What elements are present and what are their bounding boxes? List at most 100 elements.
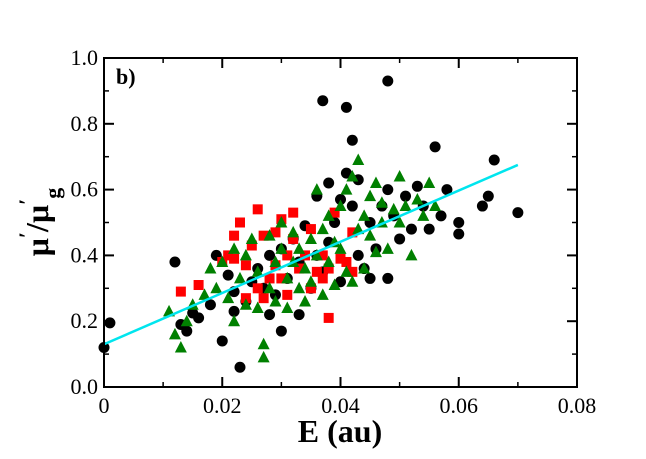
x-tick-label: 0.04: [321, 393, 360, 418]
triangle-point: [168, 327, 181, 340]
triangle-point: [233, 271, 246, 284]
circle-point: [335, 193, 346, 205]
circle-point: [411, 180, 423, 192]
square-point: [347, 266, 358, 277]
square-point: [240, 260, 251, 271]
circle-point: [482, 190, 494, 202]
square-point: [229, 253, 240, 264]
y-axis-title-prime-2: ′: [14, 199, 39, 205]
square-point: [335, 253, 346, 264]
plot-area: [98, 75, 524, 373]
circle-point: [104, 317, 116, 329]
axes: 0 0.02 0.04 0.06 0.08 0.0 0.2 0.4 0.6 0.8 1.0: [71, 45, 597, 418]
triangle-point: [304, 232, 317, 244]
circle-point: [453, 217, 465, 228]
x-axis-title: E (au): [298, 413, 382, 449]
triangle-point: [346, 275, 359, 287]
triangle-point: [334, 242, 347, 254]
triangle-point: [411, 192, 424, 205]
triangle-point: [328, 278, 341, 291]
triangle-point: [239, 248, 252, 261]
triangle-point: [364, 189, 377, 202]
y-tick-label: 0.2: [71, 308, 99, 333]
circle-point: [317, 95, 329, 107]
circle-point: [181, 325, 193, 337]
circle-point: [264, 249, 276, 261]
fit-line: [103, 163, 519, 346]
circle-point: [429, 141, 441, 153]
y-tick-label: 0.4: [71, 242, 99, 267]
triangle-point: [405, 248, 418, 261]
square-point: [258, 293, 269, 304]
square-point: [234, 217, 245, 228]
square-point: [305, 224, 316, 235]
square-point: [193, 280, 204, 291]
triangle-point: [251, 301, 264, 314]
circle-point: [228, 305, 240, 317]
circle-point: [453, 228, 465, 240]
circle-point: [204, 299, 216, 311]
circle-point: [405, 223, 417, 235]
triangle-point: [204, 262, 217, 274]
square-point: [323, 263, 334, 274]
triangle-point: [216, 255, 229, 267]
triangle-point: [281, 271, 294, 284]
circle-point: [193, 312, 205, 324]
square-point: [270, 227, 281, 238]
triangle-point: [310, 248, 323, 261]
circle-point: [234, 361, 246, 373]
square-point: [294, 263, 305, 274]
square-point: [323, 312, 334, 323]
triangle-point: [174, 341, 187, 353]
square-point: [329, 207, 340, 218]
triangle-point: [304, 275, 317, 287]
square-point: [223, 250, 234, 261]
square-point: [311, 266, 322, 277]
circle-point: [476, 200, 488, 212]
circle-point: [382, 75, 394, 87]
triangle-point: [369, 245, 382, 258]
triangle-point: [310, 183, 323, 195]
triangle-point: [257, 350, 270, 363]
triangle-point: [417, 209, 430, 221]
square-point: [317, 273, 328, 284]
triangle-point: [245, 232, 258, 244]
x-tick-label: 0.02: [203, 393, 242, 418]
triangle-point: [352, 222, 365, 235]
circle-point: [293, 309, 305, 321]
triangle-point: [346, 169, 359, 182]
triangle-point: [228, 242, 241, 254]
triangle-point: [275, 242, 288, 254]
circle-point: [382, 272, 394, 284]
triangle-point: [423, 176, 436, 189]
square-point: [288, 233, 299, 244]
square-point: [252, 283, 263, 294]
circle-point: [323, 177, 335, 189]
triangle-point: [369, 176, 382, 189]
square-point: [252, 204, 263, 215]
panel-label: b): [116, 64, 136, 89]
triangle-point: [340, 183, 353, 195]
y-axis-title-subscript: g: [40, 188, 65, 199]
triangle-point: [387, 202, 400, 215]
square-point: [229, 230, 240, 241]
triangle-point: [269, 255, 282, 267]
circle-point: [382, 184, 394, 196]
circle-point: [441, 184, 453, 196]
triangle-point: [322, 209, 335, 221]
triangle-point: [293, 281, 306, 294]
circle-point: [364, 272, 376, 284]
circle-point: [352, 249, 364, 261]
triangle-point: [299, 294, 312, 307]
circle-point: [216, 335, 228, 347]
square-point: [317, 250, 328, 261]
circle-point: [340, 167, 352, 179]
square-point: [305, 283, 316, 294]
triangle-point: [263, 281, 276, 294]
square-point: [246, 240, 257, 251]
triangle-point: [257, 337, 270, 350]
triangle-point: [316, 222, 329, 235]
x-tick-label: 0.08: [558, 393, 597, 418]
y-axis-title-prime: ′: [14, 232, 39, 238]
circle-point: [275, 325, 287, 337]
